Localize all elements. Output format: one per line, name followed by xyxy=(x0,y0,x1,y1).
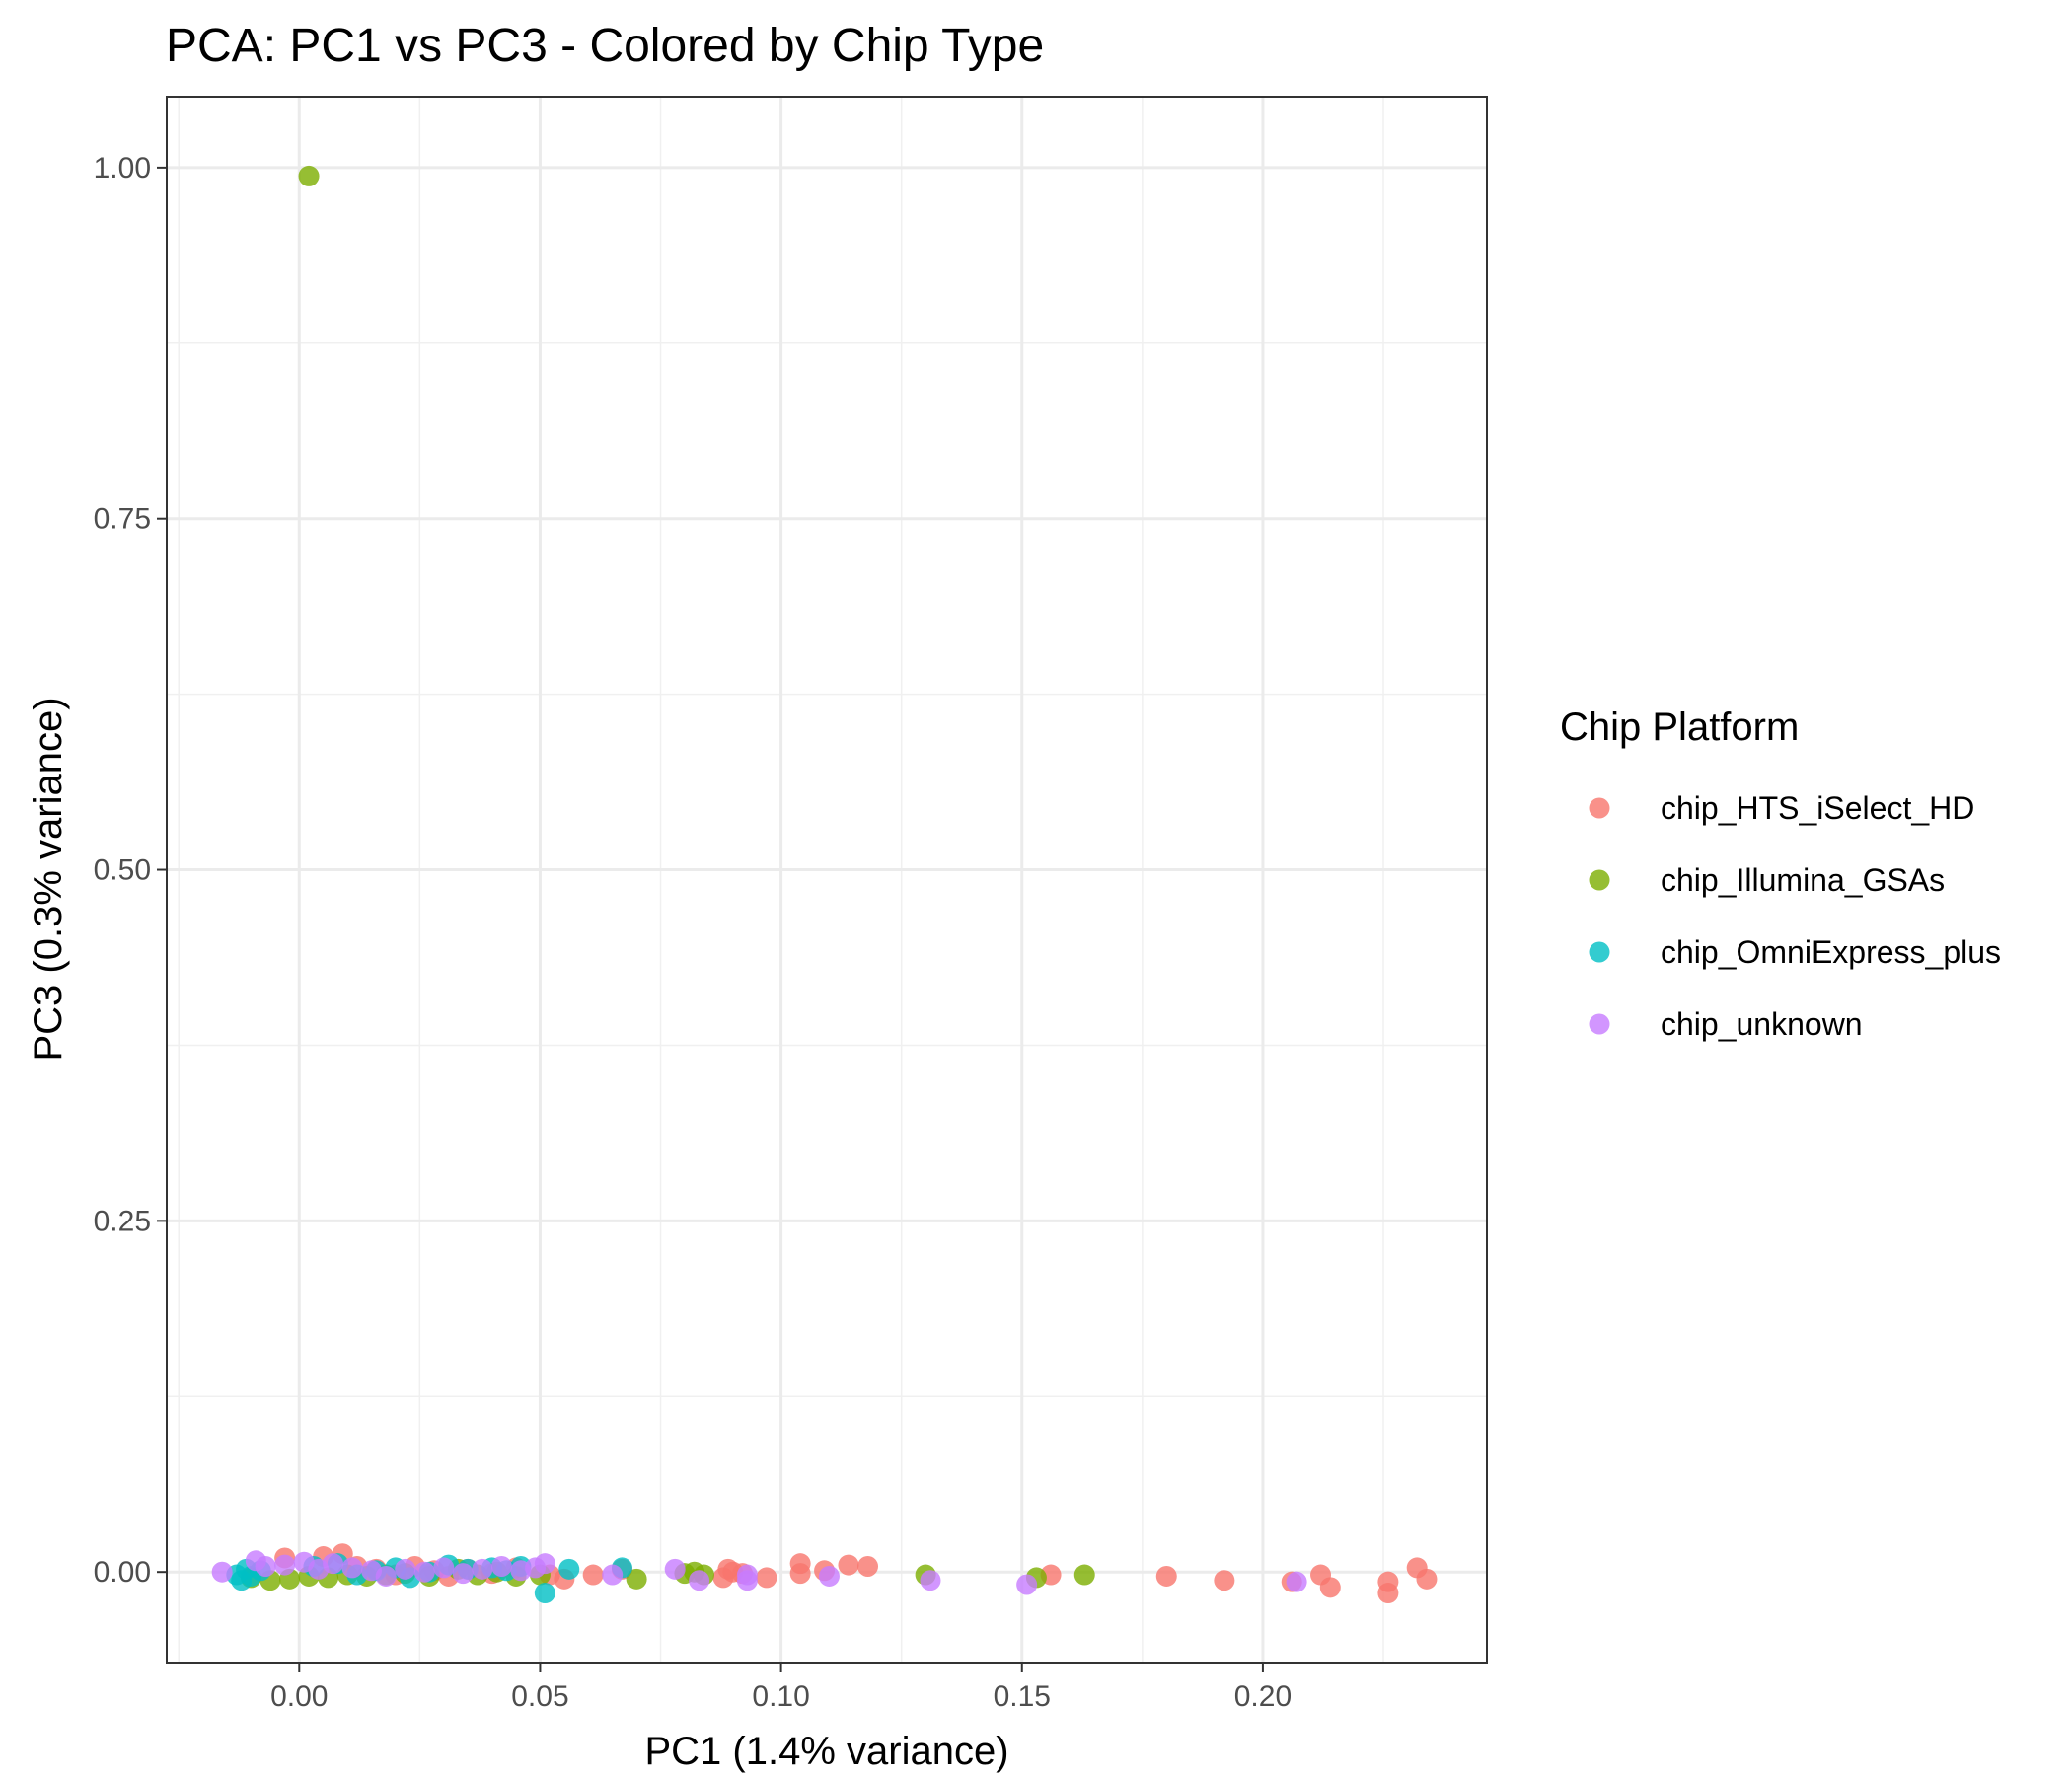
data-point xyxy=(413,1561,435,1583)
data-point xyxy=(1416,1568,1438,1590)
data-point xyxy=(1073,1564,1095,1586)
legend-key xyxy=(1589,869,1610,891)
data-point xyxy=(818,1565,840,1587)
data-point xyxy=(664,1558,686,1580)
data-point xyxy=(1155,1565,1177,1587)
data-point xyxy=(298,165,320,186)
data-point xyxy=(920,1570,941,1591)
x-axis-title: PC1 (1.4% variance) xyxy=(644,1730,1008,1773)
data-point xyxy=(1286,1571,1307,1592)
data-point xyxy=(1319,1577,1341,1598)
x-tick-label: 0.05 xyxy=(511,1680,568,1713)
y-tick-label: 1.00 xyxy=(94,152,151,185)
legend-label: chip_unknown xyxy=(1661,1006,1863,1042)
data-point xyxy=(341,1557,363,1579)
x-tick-label: 0.00 xyxy=(270,1680,328,1713)
data-point xyxy=(274,1554,296,1576)
data-point xyxy=(375,1565,397,1587)
data-point xyxy=(789,1563,811,1585)
data-point xyxy=(255,1556,276,1578)
data-point xyxy=(857,1556,879,1578)
data-points xyxy=(211,165,1438,1604)
legend-label: chip_Illumina_GSAs xyxy=(1661,862,1945,898)
data-point xyxy=(838,1554,859,1576)
data-point xyxy=(602,1564,624,1586)
data-point xyxy=(1377,1583,1399,1604)
x-tick-label: 0.20 xyxy=(1234,1680,1292,1713)
data-point xyxy=(1016,1574,1038,1595)
data-point xyxy=(689,1570,710,1591)
x-tick-label: 0.10 xyxy=(752,1680,809,1713)
axis-ticks: 0.00 0.05 0.10 0.15 0.20 0.00 0.25 0.50 0.75 1.00 xyxy=(94,152,1293,1713)
y-tick-label: 0.25 xyxy=(94,1205,151,1237)
data-point xyxy=(534,1583,555,1604)
data-point xyxy=(211,1561,233,1583)
y-tick-label: 0.50 xyxy=(94,854,151,887)
legend-key xyxy=(1589,941,1610,963)
data-point xyxy=(1214,1570,1235,1591)
data-point xyxy=(756,1567,777,1589)
legend: Chip Platform chip_HTS_iSelect_HD chip_Il… xyxy=(1560,705,2001,1042)
y-tick-label: 0.75 xyxy=(94,503,151,536)
x-tick-label: 0.15 xyxy=(994,1680,1051,1713)
data-point xyxy=(395,1558,416,1580)
legend-key xyxy=(1589,797,1610,819)
data-point xyxy=(582,1564,604,1586)
data-point xyxy=(472,1558,493,1580)
data-point xyxy=(626,1568,647,1590)
data-point xyxy=(433,1557,455,1579)
data-point xyxy=(534,1553,555,1575)
y-axis-title: PC3 (0.3% variance) xyxy=(27,697,70,1061)
y-tick-label: 0.00 xyxy=(94,1556,151,1589)
plot-border xyxy=(166,96,1488,1664)
grid-lines xyxy=(167,97,1487,1663)
data-point xyxy=(452,1563,474,1585)
legend-key xyxy=(1589,1013,1610,1035)
plot-panel xyxy=(167,97,1487,1663)
data-point xyxy=(490,1556,512,1578)
chart-title: PCA: PC1 vs PC3 - Colored by Chip Type xyxy=(166,20,1044,72)
data-point xyxy=(736,1564,758,1586)
legend-label: chip_HTS_iSelect_HD xyxy=(1661,790,1974,826)
legend-title: Chip Platform xyxy=(1560,705,1799,749)
legend-label: chip_OmniExpress_plus xyxy=(1661,934,2001,970)
data-point xyxy=(322,1553,343,1575)
data-point xyxy=(558,1558,580,1580)
